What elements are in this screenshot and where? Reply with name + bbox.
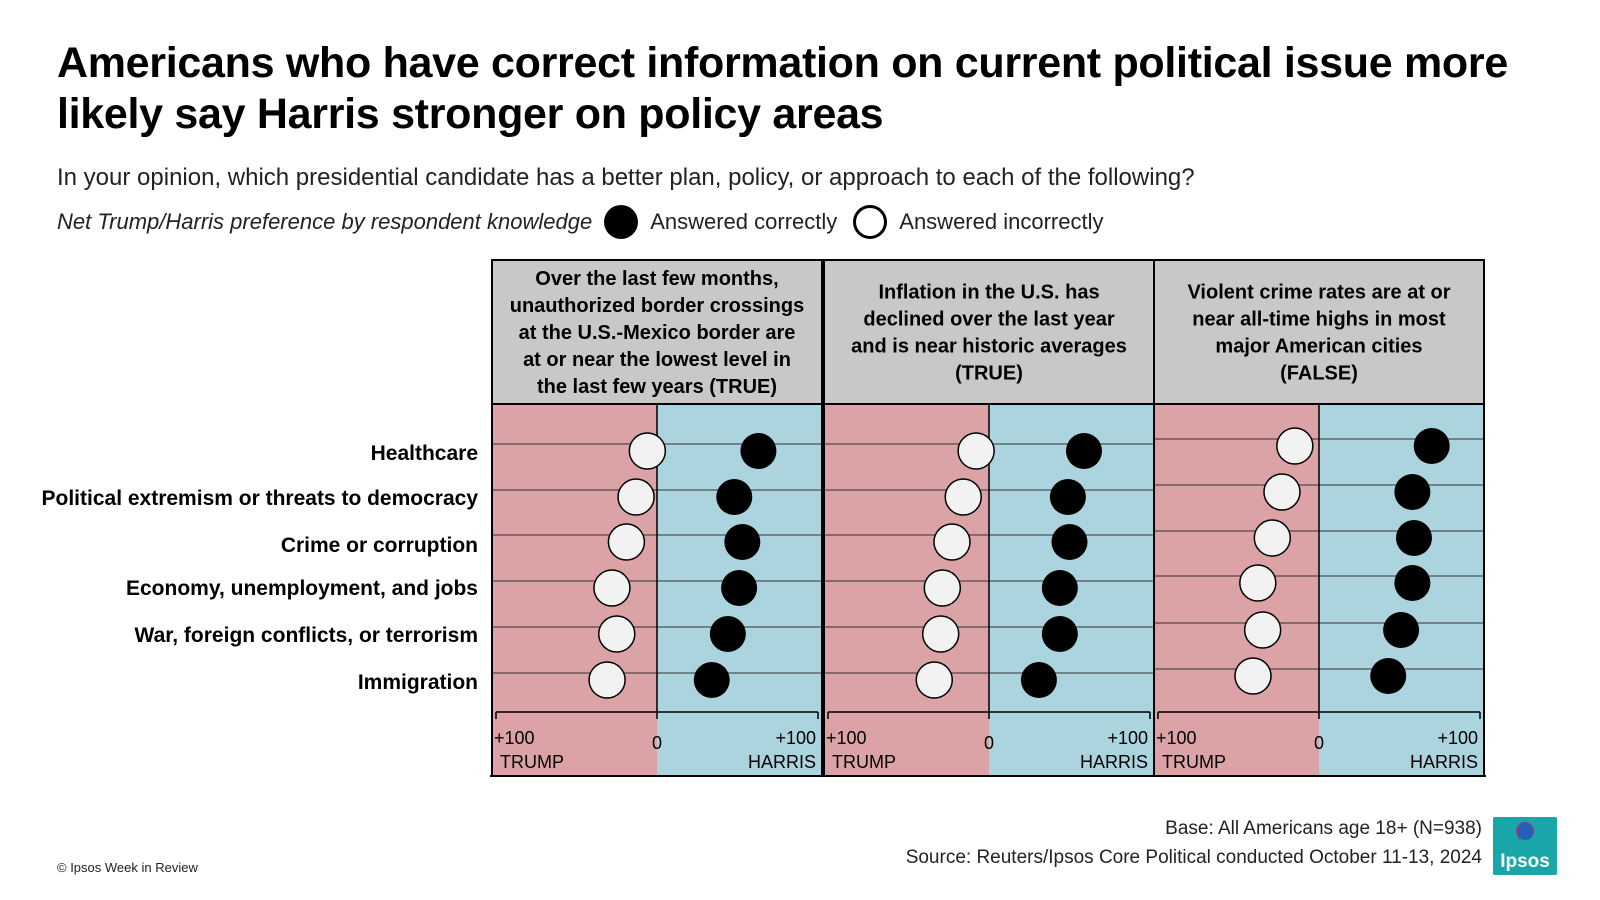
panel-title-line: near all-time highs in most bbox=[1192, 309, 1446, 331]
legend-incorrect-label: Answered incorrectly bbox=[899, 209, 1104, 234]
source-note: Source: Reuters/Ipsos Core Political con… bbox=[905, 847, 1482, 868]
point-answered-incorrectly bbox=[593, 569, 631, 607]
point-answered-correctly bbox=[1049, 479, 1086, 515]
point-answered-incorrectly bbox=[933, 523, 971, 561]
legend-lead: Net Trump/Harris preference by responden… bbox=[57, 209, 593, 234]
point-answered-incorrectly bbox=[1253, 519, 1292, 557]
trump-side-background bbox=[824, 404, 989, 776]
point-answered-incorrectly bbox=[923, 569, 962, 607]
panel-header bbox=[823, 259, 1155, 405]
panel-title-line: major American cities bbox=[1215, 336, 1422, 358]
x-axis-label-trump: TRUMP bbox=[832, 752, 896, 772]
point-answered-correctly bbox=[693, 662, 730, 698]
point-answered-incorrectly bbox=[921, 615, 960, 653]
category-label: War, foreign conflicts, or terrorism bbox=[135, 624, 478, 647]
point-answered-incorrectly bbox=[915, 661, 954, 699]
point-answered-incorrectly bbox=[617, 478, 655, 516]
copyright-note: © Ipsos Week in Review bbox=[57, 860, 198, 875]
point-answered-incorrectly bbox=[1263, 473, 1301, 511]
panel-title-line: (TRUE) bbox=[955, 363, 1023, 385]
point-answered-correctly bbox=[1370, 658, 1407, 694]
filled-black-circle-icon bbox=[604, 205, 639, 239]
panel-title-line: and is near historic averages bbox=[851, 336, 1127, 358]
panel-header bbox=[491, 259, 823, 405]
x-tick-label-harris-value: +100 bbox=[1437, 728, 1478, 748]
panel-title-line: Inflation in the U.S. has bbox=[878, 282, 1099, 304]
trump-side-background bbox=[1154, 404, 1319, 776]
point-answered-correctly bbox=[724, 524, 761, 560]
base-note: Base: All Americans age 18+ (N=938) bbox=[1165, 818, 1482, 839]
x-tick-label-trump-value: +100 bbox=[1156, 728, 1197, 748]
x-axis-label-harris: HARRIS bbox=[748, 752, 816, 772]
point-answered-correctly bbox=[1413, 428, 1450, 464]
point-answered-correctly bbox=[740, 433, 777, 469]
point-answered-incorrectly bbox=[1239, 564, 1277, 602]
panel-title-line: unauthorized border crossings bbox=[510, 295, 804, 317]
category-label: Economy, unemployment, and jobs bbox=[126, 577, 478, 600]
panel-title-line: Violent crime rates are at or bbox=[1187, 282, 1450, 304]
category-label: Healthcare bbox=[371, 442, 478, 465]
logo-background bbox=[1493, 817, 1557, 875]
point-answered-correctly bbox=[716, 479, 753, 515]
point-answered-correctly bbox=[1065, 433, 1102, 469]
panel-title-line: the last few years (TRUE) bbox=[537, 376, 777, 398]
x-tick-label-zero: 0 bbox=[1314, 733, 1324, 753]
point-answered-correctly bbox=[709, 616, 746, 652]
point-answered-correctly bbox=[1041, 570, 1078, 606]
open-white-circle-icon bbox=[853, 205, 888, 239]
category-label: Immigration bbox=[358, 671, 478, 694]
point-answered-correctly bbox=[721, 570, 758, 606]
x-tick-label-zero: 0 bbox=[984, 733, 994, 753]
x-tick-label-trump-value: +100 bbox=[826, 728, 867, 748]
logo-text: Ipsos bbox=[1500, 851, 1550, 872]
point-answered-incorrectly bbox=[1234, 657, 1272, 695]
category-label: Crime or corruption bbox=[281, 534, 478, 557]
point-answered-incorrectly bbox=[957, 432, 995, 470]
legend: Net Trump/Harris preference by responden… bbox=[57, 202, 1119, 242]
x-axis-label-harris: HARRIS bbox=[1410, 752, 1478, 772]
legend-correct-label: Answered correctly bbox=[650, 209, 838, 234]
point-answered-correctly bbox=[1383, 612, 1420, 648]
panel-title-line: declined over the last year bbox=[863, 309, 1114, 331]
chart-subtitle: In your opinion, which presidential cand… bbox=[57, 164, 1195, 191]
logo-profile-shape bbox=[1519, 823, 1531, 839]
panel-title-line: (FALSE) bbox=[1280, 363, 1358, 385]
x-axis-label-trump: TRUMP bbox=[1162, 752, 1226, 772]
point-answered-correctly bbox=[1394, 565, 1431, 601]
x-tick-label-harris-value: +100 bbox=[1107, 728, 1148, 748]
panel-title-line: at the U.S.-Mexico border are bbox=[519, 322, 796, 344]
panel-header bbox=[1153, 259, 1485, 405]
point-answered-correctly bbox=[1020, 662, 1057, 698]
panel-title-line: at or near the lowest level in bbox=[523, 349, 791, 371]
point-answered-correctly bbox=[1394, 474, 1431, 510]
point-answered-correctly bbox=[1041, 616, 1078, 652]
x-tick-label-zero: 0 bbox=[652, 733, 662, 753]
point-answered-correctly bbox=[1051, 524, 1088, 560]
x-tick-label-trump-value: +100 bbox=[494, 728, 535, 748]
chart-title: Americans who have correct information o… bbox=[57, 39, 1508, 138]
point-answered-incorrectly bbox=[628, 432, 667, 470]
x-axis-label-trump: TRUMP bbox=[500, 752, 564, 772]
ipsos-logo: Ipsos bbox=[1493, 817, 1557, 875]
point-answered-incorrectly bbox=[1243, 611, 1282, 649]
point-answered-incorrectly bbox=[607, 523, 646, 561]
point-answered-incorrectly bbox=[598, 615, 636, 653]
point-answered-incorrectly bbox=[588, 661, 626, 699]
point-answered-incorrectly bbox=[944, 478, 982, 516]
point-answered-incorrectly bbox=[1276, 427, 1314, 465]
x-axis-label-harris: HARRIS bbox=[1080, 752, 1148, 772]
category-label: Political extremism or threats to democr… bbox=[42, 487, 479, 510]
x-tick-label-harris-value: +100 bbox=[775, 728, 816, 748]
point-answered-correctly bbox=[1395, 520, 1432, 556]
panel-title-line: Over the last few months, bbox=[535, 268, 778, 290]
